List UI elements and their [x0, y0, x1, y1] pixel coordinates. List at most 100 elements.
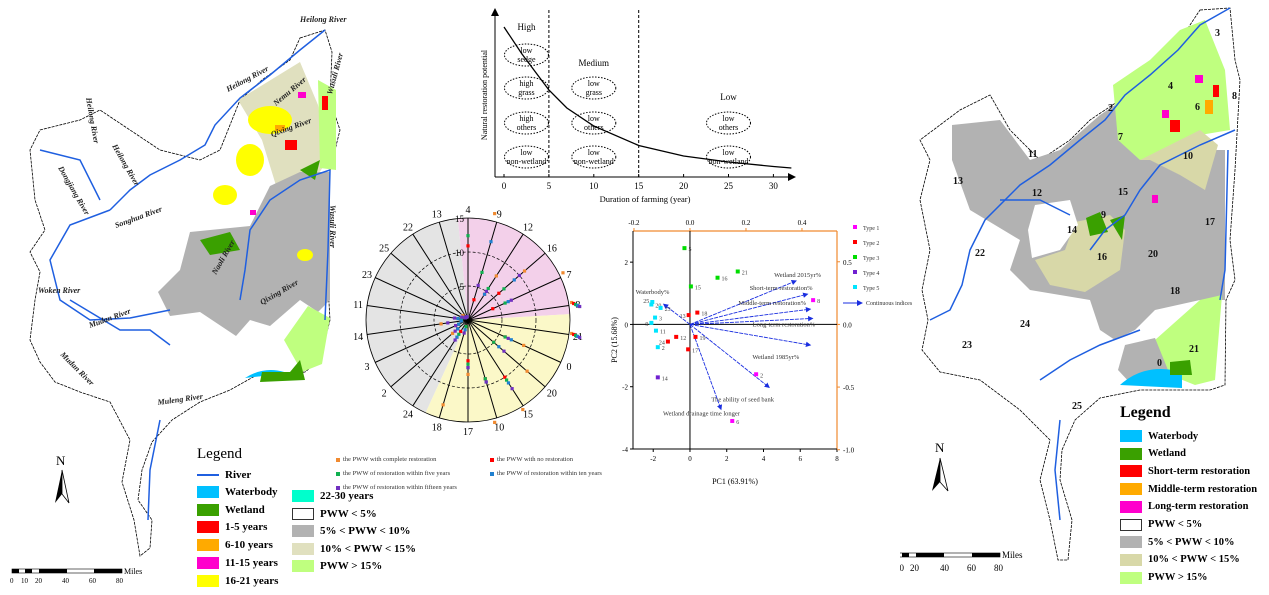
- radar-axis: [467, 319, 524, 407]
- decay-curve: [503, 26, 792, 169]
- radar-axis: [375, 277, 469, 321]
- pca-point: [655, 345, 660, 350]
- legend-item: PWW < 5%: [292, 508, 377, 520]
- radar-point: [502, 287, 506, 291]
- legend-item: 11-15 years: [197, 557, 278, 569]
- y-tick-label: -2: [622, 384, 628, 392]
- zone-item-label: low non-wetland: [709, 148, 749, 166]
- radar-axis-label: 15: [523, 409, 533, 420]
- north-arrow: N: [932, 440, 949, 492]
- x-tick-label: 25: [724, 181, 734, 191]
- radar-chart: 4912167821020151017182423141123252213510…: [353, 205, 583, 438]
- color-swatch: [1120, 536, 1142, 549]
- radar-point: [570, 331, 574, 336]
- north-arrow: N: [55, 453, 70, 504]
- zone-ellipse: [503, 111, 549, 135]
- subbasin-label: 14: [1067, 225, 1077, 236]
- legend-label: 11-15 years: [225, 557, 278, 569]
- radar-axis: [467, 319, 546, 388]
- river-label: Wusuli River: [328, 205, 337, 249]
- left-map: Heilong River Heilong River Heilong Rive…: [10, 15, 347, 585]
- radar-point: [525, 369, 529, 373]
- x-tick-label: 10: [589, 181, 599, 191]
- radar-point: [460, 315, 464, 319]
- x-tick-label: 30: [769, 181, 779, 191]
- radar-axis: [375, 319, 469, 363]
- color-swatch: [1120, 500, 1142, 513]
- pca-point-label: 2: [760, 373, 763, 379]
- north-label: N: [935, 440, 945, 455]
- pca-point-label: 20: [655, 303, 661, 309]
- subbasin-label: 7: [1118, 132, 1123, 143]
- zone-ellipse: [706, 111, 751, 135]
- legend-label: Middle-term restoration: [1148, 483, 1258, 495]
- legend-marker: [336, 485, 340, 490]
- zone-ellipse: [503, 76, 549, 100]
- zone-label: Low: [720, 92, 737, 102]
- radar-point: [574, 302, 578, 307]
- subbasin-label: 18: [1170, 286, 1180, 297]
- radar-point: [510, 387, 514, 391]
- y-axis-arrow: [491, 8, 499, 16]
- legend-item: River: [197, 469, 251, 481]
- legend-label: Waterbody: [225, 486, 278, 498]
- legend-label: Long-term restoration: [1148, 501, 1249, 513]
- scale-unit: Miles: [1002, 550, 1023, 560]
- color-swatch: [197, 521, 219, 533]
- top-tick-label: 0.2: [742, 219, 751, 227]
- loading-arrow: [662, 303, 691, 325]
- subbasin-label: 23: [962, 340, 972, 351]
- radar-legend-item: the PWW of restoration within five years: [336, 470, 450, 477]
- legend-item: 5% < PWW < 10%: [292, 525, 411, 537]
- pca-point: [735, 269, 740, 274]
- color-swatch: [197, 504, 219, 516]
- scale-tick: 0: [10, 577, 14, 585]
- x-tick-label: 4: [762, 455, 766, 463]
- y-tick-label: -4: [622, 446, 628, 454]
- x-tick-label: 15: [634, 181, 644, 191]
- zone-item-label: low sedge: [517, 46, 536, 64]
- radar-point: [462, 331, 466, 335]
- radar-point: [506, 381, 511, 385]
- legend-item: Waterbody: [197, 486, 278, 498]
- pca-point-label: 23: [665, 307, 671, 313]
- zone-ellipse: [571, 76, 617, 100]
- pca-point-label: 12: [680, 336, 686, 342]
- scale-bar: Miles 0 10 20 40 60 80: [10, 567, 142, 585]
- right-tick-label: -0.5: [843, 384, 855, 392]
- pca-point: [811, 298, 816, 303]
- radar-point: [578, 335, 582, 340]
- x-tick-label: 0: [502, 181, 507, 191]
- legend-label: the PWW of restoration within ten years: [497, 470, 602, 477]
- radar-point: [506, 336, 510, 340]
- color-swatch: [292, 508, 314, 520]
- pca-point: [655, 375, 660, 380]
- radar-r-tick: 5: [460, 282, 465, 292]
- radar-point: [503, 335, 507, 339]
- zone-ellipse: [571, 145, 617, 169]
- radar-point: [453, 329, 457, 333]
- radar-point: [509, 298, 513, 302]
- subbasin-label: 13: [953, 176, 963, 187]
- loading-label: Wetland 1985yr%: [752, 354, 800, 361]
- pca-legend-marker: [853, 270, 857, 274]
- legend-label: Wetland: [1148, 448, 1186, 460]
- pca-legend-label: Continuous indices: [866, 301, 913, 307]
- pca-point: [653, 328, 658, 333]
- radar-axis: [366, 304, 469, 321]
- radar-point: [466, 372, 470, 376]
- loading-arrow: [689, 323, 812, 348]
- scale-tick: 10: [21, 577, 29, 585]
- radar-point: [466, 244, 470, 248]
- pca-point: [686, 313, 691, 318]
- wetland-patches: [1086, 212, 1192, 375]
- legend-item: Wetland: [1120, 447, 1186, 460]
- pca-legend-label: Type 2: [863, 241, 879, 247]
- radar-axis-label: 7: [566, 270, 571, 281]
- pca-point: [658, 305, 663, 310]
- loading-label: The ability of seed bank: [711, 396, 775, 403]
- radar-point: [506, 300, 510, 304]
- radar-axis-label: 22: [403, 223, 413, 234]
- loading-arrow: [689, 315, 814, 325]
- color-swatch: [292, 560, 314, 572]
